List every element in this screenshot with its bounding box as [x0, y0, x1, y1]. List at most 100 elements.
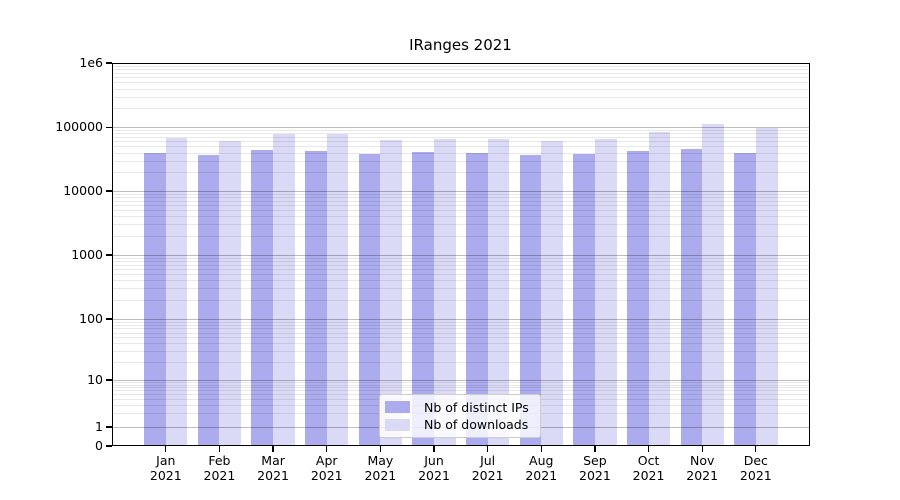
y-tick-label: 1 — [95, 419, 103, 434]
x-tick-label: Aug 2021 — [525, 453, 558, 483]
gridline-minor — [111, 152, 810, 154]
y-tick-mark — [106, 379, 112, 381]
gridline-minor — [111, 384, 810, 386]
x-tick-mark — [755, 446, 757, 452]
y-tick-label: 100000 — [55, 119, 103, 135]
y-tick-mark — [106, 190, 112, 192]
gridline-minor — [111, 82, 810, 84]
gridline-minor — [111, 382, 810, 384]
gridline-minor — [111, 224, 810, 226]
x-tick-label: Jan 2021 — [149, 453, 182, 483]
gridline-minor — [111, 141, 810, 143]
gridline-major — [111, 191, 810, 192]
bar-distinct-ips — [358, 153, 381, 446]
x-tick-mark — [487, 446, 489, 452]
y-tick-mark — [106, 445, 112, 447]
gridline-minor — [111, 210, 810, 212]
gridline-minor — [111, 65, 810, 67]
gridline-minor — [111, 299, 810, 301]
gridline-minor — [111, 343, 810, 345]
gridline-minor — [111, 288, 810, 290]
gridline-minor — [111, 274, 810, 276]
y-tick-label: 1e6 — [79, 55, 103, 70]
legend-entry-distinct-ips: Nb of distinct IPs — [385, 400, 532, 415]
gridline-minor — [111, 160, 810, 162]
bar-downloads — [273, 134, 295, 446]
x-tick-mark — [272, 446, 274, 452]
y-tick-label: 10000 — [63, 183, 103, 198]
y-tick-mark — [106, 126, 112, 128]
gridline-minor — [111, 361, 810, 363]
bar-distinct-ips — [734, 153, 756, 446]
x-tick-mark — [540, 446, 542, 452]
gridline-minor — [111, 390, 810, 392]
legend-entry-downloads: Nb of downloads — [385, 417, 532, 432]
gridline-major — [111, 319, 810, 320]
gridline-minor — [111, 130, 810, 132]
gridline-minor — [111, 107, 810, 109]
x-tick-label: Dec 2021 — [739, 453, 772, 483]
gridline-major — [111, 380, 810, 381]
gridline-minor — [111, 197, 810, 199]
x-tick-mark — [326, 446, 328, 452]
bar-downloads — [755, 128, 778, 446]
gridline-minor — [111, 137, 810, 139]
gridline-major — [111, 127, 810, 129]
legend: Nb of distinct IPs Nb of downloads — [379, 394, 541, 438]
gridline-minor — [111, 332, 810, 334]
x-tick-label: Jul 2021 — [471, 453, 504, 483]
gridline-minor — [111, 69, 810, 71]
gridline-minor — [111, 350, 810, 352]
gridline-minor — [111, 77, 810, 79]
x-tick-label: Sep 2021 — [579, 453, 611, 483]
y-tick-label: 0 — [95, 438, 103, 453]
bar-distinct-ips — [465, 153, 488, 446]
bar-distinct-ips — [144, 153, 166, 446]
legend-label-downloads: Nb of downloads — [424, 417, 529, 433]
bar-downloads — [434, 138, 456, 446]
x-tick-mark — [594, 446, 596, 452]
bar-downloads — [326, 134, 349, 446]
x-tick-label: Jun 2021 — [418, 453, 450, 483]
gridline-minor — [111, 328, 810, 330]
bar-distinct-ips — [680, 148, 703, 446]
gridline-minor — [111, 257, 810, 259]
bar-downloads — [541, 140, 563, 446]
gridline-minor — [111, 337, 810, 339]
x-tick-mark — [701, 446, 703, 452]
x-tick-mark — [433, 446, 435, 452]
x-tick-mark — [647, 446, 650, 452]
gridline-minor — [111, 72, 810, 74]
bar-distinct-ips — [519, 155, 542, 446]
bar-downloads — [594, 139, 617, 446]
legend-swatch-downloads — [385, 418, 410, 431]
gridline-minor — [111, 200, 810, 202]
x-tick-mark — [379, 446, 381, 452]
bar-distinct-ips — [626, 150, 649, 446]
y-tick-mark — [106, 426, 112, 428]
x-tick-label: Mar 2021 — [257, 453, 289, 483]
bar-downloads — [165, 137, 188, 446]
gridline-minor — [111, 324, 810, 326]
y-tick-label: 1000 — [71, 247, 103, 262]
bar-downloads — [219, 141, 242, 446]
gridline-major — [111, 63, 810, 64]
legend-swatch-distinct-ips — [385, 401, 410, 414]
bar-downloads — [380, 140, 403, 446]
x-tick-mark — [218, 446, 221, 452]
gridline-minor — [111, 261, 810, 263]
x-tick-label: May 2021 — [364, 453, 397, 483]
bar-downloads — [702, 124, 724, 446]
gridline-minor — [111, 193, 810, 195]
legend-label-distinct-ips: Nb of distinct IPs — [424, 399, 529, 415]
x-tick-label: Oct 2021 — [632, 453, 665, 483]
y-tick-mark — [106, 62, 112, 64]
gridline-minor — [111, 216, 810, 218]
gridline-minor — [111, 96, 810, 98]
chart-title: IRanges 2021 — [409, 36, 512, 54]
y-tick-mark — [106, 318, 112, 320]
gridline-minor — [111, 146, 810, 148]
gridline-minor — [111, 205, 810, 207]
gridline-minor — [111, 171, 810, 173]
